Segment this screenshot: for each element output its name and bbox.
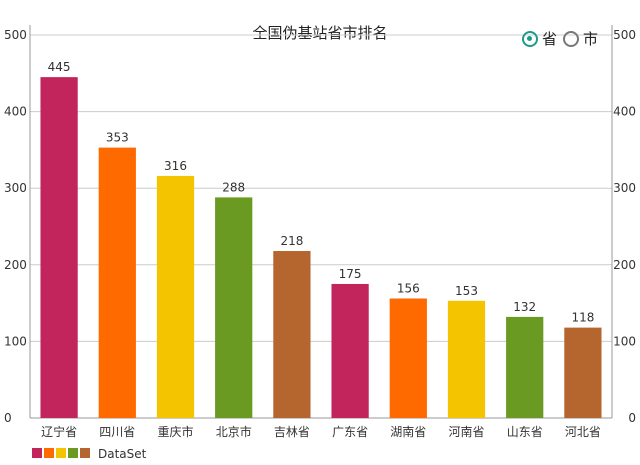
bar-value-8: 132 [513, 300, 536, 314]
bar-2 [156, 175, 195, 418]
x-tick-5: 广东省 [332, 425, 368, 439]
y-tick-left-400: 400 [4, 105, 27, 119]
y-tick-right-400: 400 [613, 105, 636, 119]
x-tick-8: 山东省 [507, 425, 543, 439]
bar-value-0: 445 [48, 60, 71, 74]
legend: DataSet [32, 447, 147, 461]
legend-swatch-3 [68, 448, 78, 458]
radio-city-label: 市 [583, 30, 599, 48]
bar-value-7: 153 [455, 284, 478, 298]
x-tick-9: 河北省 [565, 425, 601, 439]
x-tick-2: 重庆市 [157, 424, 193, 439]
bar-value-9: 118 [571, 311, 594, 325]
bar-value-5: 175 [339, 267, 362, 281]
legend-label: DataSet [98, 447, 147, 461]
y-tick-left-200: 200 [4, 258, 27, 272]
y-tick-right-200: 200 [613, 258, 636, 272]
bar-9 [564, 327, 602, 418]
y-tick-right-300: 300 [613, 181, 636, 195]
legend-swatch-2 [56, 448, 66, 458]
chart-title: 全国伪基站省市排名 [252, 24, 387, 42]
y-tick-left-100: 100 [4, 334, 27, 348]
bar-6 [389, 298, 427, 418]
x-tick-7: 河南省 [448, 424, 484, 439]
bar-8 [506, 316, 544, 418]
y-tick-right-0: 0 [628, 411, 636, 425]
x-tick-4: 吉林省 [274, 425, 310, 439]
bar-value-4: 218 [280, 234, 303, 248]
bar-4 [273, 251, 311, 418]
bar-value-3: 288 [222, 180, 245, 194]
bars: 445 353 316 288 218 175 156 153 132 118 [40, 60, 602, 419]
x-tick-0: 辽宁省 [41, 424, 77, 439]
y-tick-left-300: 300 [4, 181, 27, 195]
province-city-toggle: 省 市 [522, 28, 598, 49]
radio-city[interactable]: 市 [563, 28, 598, 49]
x-tick-3: 北京市 [216, 424, 252, 439]
radio-province-label: 省 [542, 30, 558, 48]
bar-value-1: 353 [106, 131, 129, 145]
bar-value-6: 156 [397, 282, 420, 296]
y-tick-right-500: 500 [613, 28, 636, 42]
y-tick-right-100: 100 [613, 334, 636, 348]
y-tick-left-500: 500 [4, 28, 27, 42]
bar-1 [98, 147, 136, 419]
bar-value-2: 316 [164, 159, 187, 173]
radio-province-circle[interactable] [522, 30, 538, 47]
x-tick-6: 湖南省 [390, 424, 426, 439]
radio-city-circle[interactable] [563, 30, 580, 47]
legend-swatch-1 [44, 448, 54, 458]
bar-3 [215, 197, 253, 418]
x-tick-1: 四川省 [99, 425, 135, 439]
legend-swatch-4 [80, 448, 90, 458]
legend-swatch-0 [32, 448, 42, 458]
bar-7 [447, 300, 486, 418]
y-tick-left-0: 0 [4, 411, 12, 425]
bar-5 [331, 283, 369, 418]
radio-province[interactable]: 省 [522, 28, 557, 49]
bar-0 [40, 77, 78, 418]
